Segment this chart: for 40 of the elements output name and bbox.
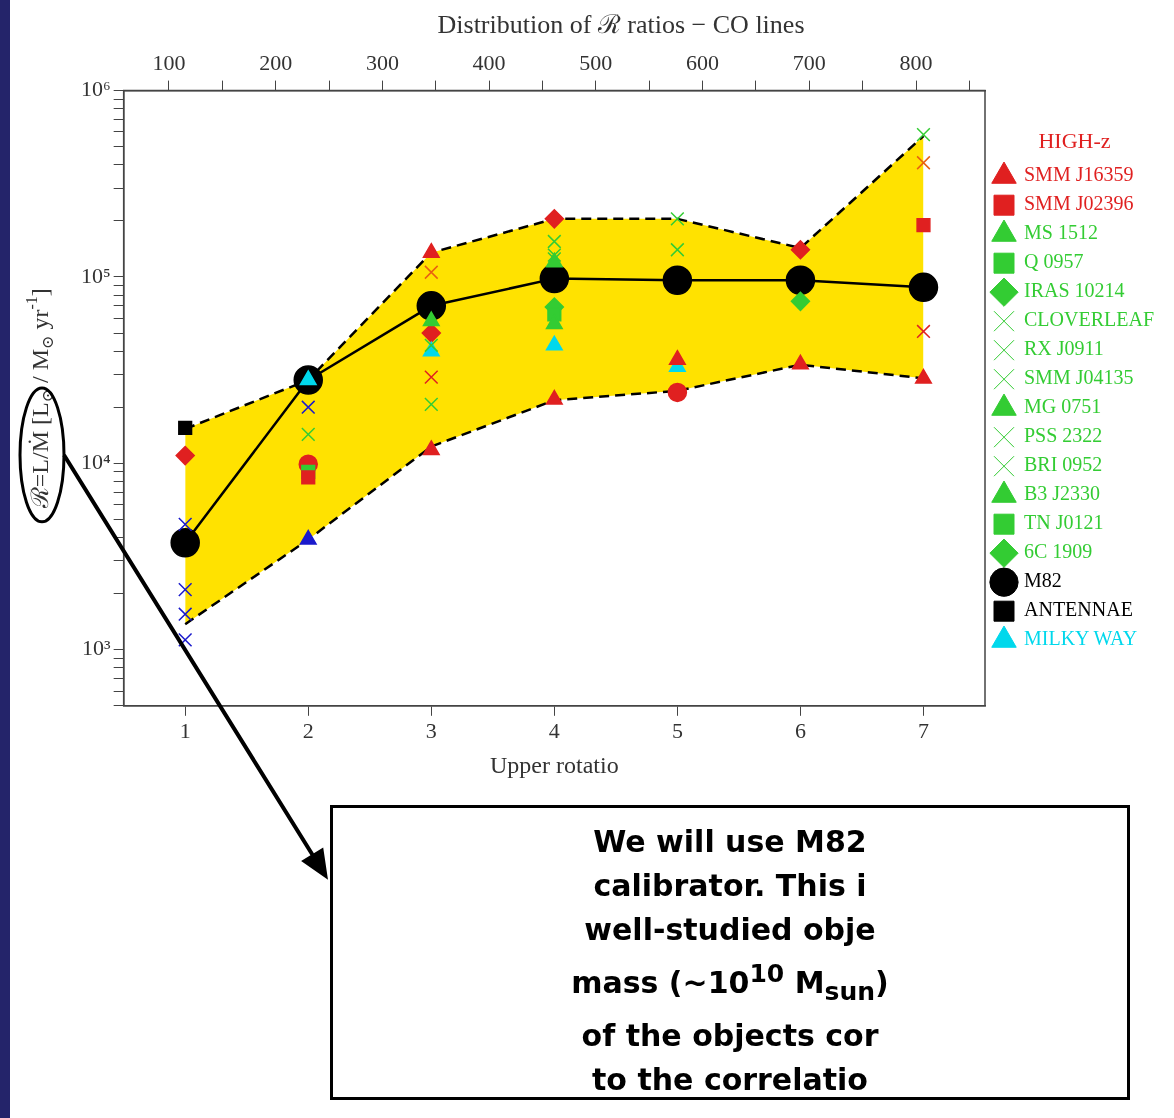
x2-tick-label: 200	[259, 50, 293, 76]
legend-title: HIGH-z	[1038, 127, 1111, 153]
x2-tick-label: 700	[792, 50, 826, 76]
legend-label: MILKY WAY	[1024, 627, 1138, 650]
callout-box: We will use M82 calibrator. This i well-studied obje mass (~10$^{10}$ M$_{sun}$) of the objects cor to the correlatio	[330, 805, 1130, 1100]
x2-tick-label: 800	[899, 50, 933, 76]
legend-label: BRI 0952	[1024, 453, 1103, 476]
legend-label: SMM J16359	[1024, 163, 1134, 186]
x-tick-label: 7	[917, 717, 929, 743]
x-tick-label: 6	[794, 717, 806, 743]
x2-tick-label: 400	[472, 50, 506, 76]
x-tick-label: 4	[548, 717, 560, 743]
x-axis-title: Upper rotatio	[490, 751, 619, 778]
legend-label: MG 0751	[1024, 395, 1102, 418]
x-tick-label: 1	[179, 717, 191, 743]
x2-tick-label: 500	[579, 50, 613, 76]
legend-label: B3 J2330	[1024, 482, 1101, 505]
legend-label: IRAS 10214	[1024, 279, 1125, 302]
legend-label: M82	[1024, 569, 1062, 592]
y-tick-label: 10³	[82, 635, 112, 661]
legend-label: TN J0121	[1024, 511, 1104, 534]
legend-label: 6C 1909	[1024, 540, 1093, 563]
legend-label: RX J0911	[1024, 337, 1104, 360]
y-tick-label: 10⁵	[81, 262, 111, 288]
legend-label: PSS 2322	[1024, 424, 1103, 447]
x2-tick-label: 100	[152, 50, 186, 76]
legend-label: ANTENNAE	[1024, 598, 1133, 621]
legend-label: MS 1512	[1024, 221, 1098, 244]
legend-label: SMM J02396	[1024, 192, 1134, 215]
x2-tick-label: 600	[686, 50, 720, 76]
x-tick-label: 2	[302, 717, 314, 743]
y-tick-label: 10⁶	[81, 76, 111, 102]
legend-label: CLOVERLEAF	[1024, 308, 1154, 331]
y-tick-label: 10⁴	[81, 449, 111, 475]
x-tick-label: 3	[425, 717, 437, 743]
legend-label: SMM J04135	[1024, 366, 1134, 389]
legend-label: Q 0957	[1024, 250, 1084, 273]
x2-tick-label: 300	[365, 50, 399, 76]
chart-title: Distribution of ℛ ratios − CO lines	[437, 10, 805, 40]
x-tick-label: 5	[671, 717, 683, 743]
